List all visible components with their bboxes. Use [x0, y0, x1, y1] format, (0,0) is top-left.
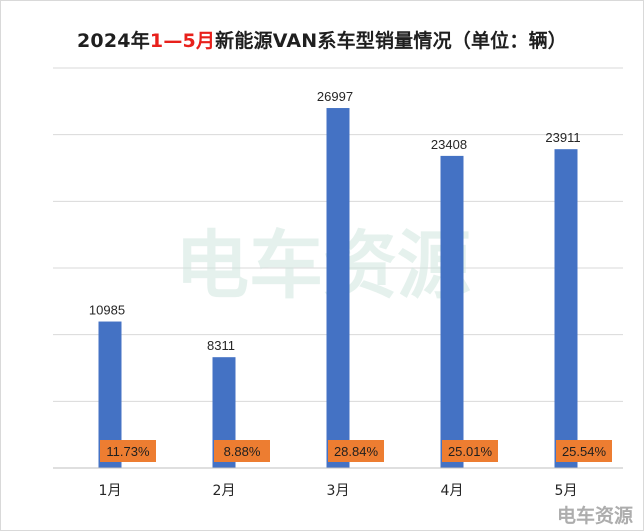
chart-title-suffix: 新能源VAN系车型销量情况（单位：辆） — [215, 30, 567, 52]
bar-3 — [326, 108, 350, 468]
watermark: 电车资源 — [175, 223, 471, 309]
data-labels: 10985 11.73% 8311 8.88% 26997 28.84% 23408 25.0… — [89, 89, 612, 462]
value-label-3: 26997 — [317, 89, 353, 104]
share-label-5: 25.54% — [562, 444, 607, 459]
value-label-2: 8311 — [207, 338, 235, 353]
share-badge-3 — [328, 440, 384, 462]
chart-title-prefix: 2024年 — [77, 30, 150, 52]
share-label-4: 25.01% — [448, 444, 493, 459]
bars — [98, 108, 578, 469]
share-badge-2 — [214, 440, 270, 462]
bar-4 — [440, 155, 464, 469]
share-label-2: 8.88% — [224, 444, 261, 459]
share-badge-4 — [442, 440, 498, 462]
share-badge-5 — [556, 440, 612, 462]
category-label-3: 3月 — [327, 483, 350, 499]
x-axis: 1月 2月 3月 4月 5月 — [53, 467, 623, 499]
watermark-corner: 电车资源 — [557, 504, 633, 527]
bar-1 — [98, 321, 122, 468]
value-label-1: 10985 — [89, 303, 125, 318]
chart-title: 2024年1—5月新能源VAN系车型销量情况（单位：辆） — [1, 26, 643, 53]
value-label-5: 23911 — [545, 130, 580, 145]
share-label-1: 11.73% — [106, 444, 150, 459]
share-badge-1 — [100, 440, 156, 462]
category-label-5: 5月 — [555, 483, 578, 499]
share-label-3: 28.84% — [334, 444, 379, 459]
chart-title-highlight: 1—5月 — [149, 30, 216, 52]
category-label-4: 4月 — [441, 483, 464, 499]
value-label-4: 23408 — [431, 137, 467, 152]
watermark-center: 电车资源 — [175, 223, 471, 309]
category-label-2: 2月 — [213, 483, 236, 499]
category-label-1: 1月 — [99, 483, 122, 499]
bar-5 — [554, 149, 578, 469]
